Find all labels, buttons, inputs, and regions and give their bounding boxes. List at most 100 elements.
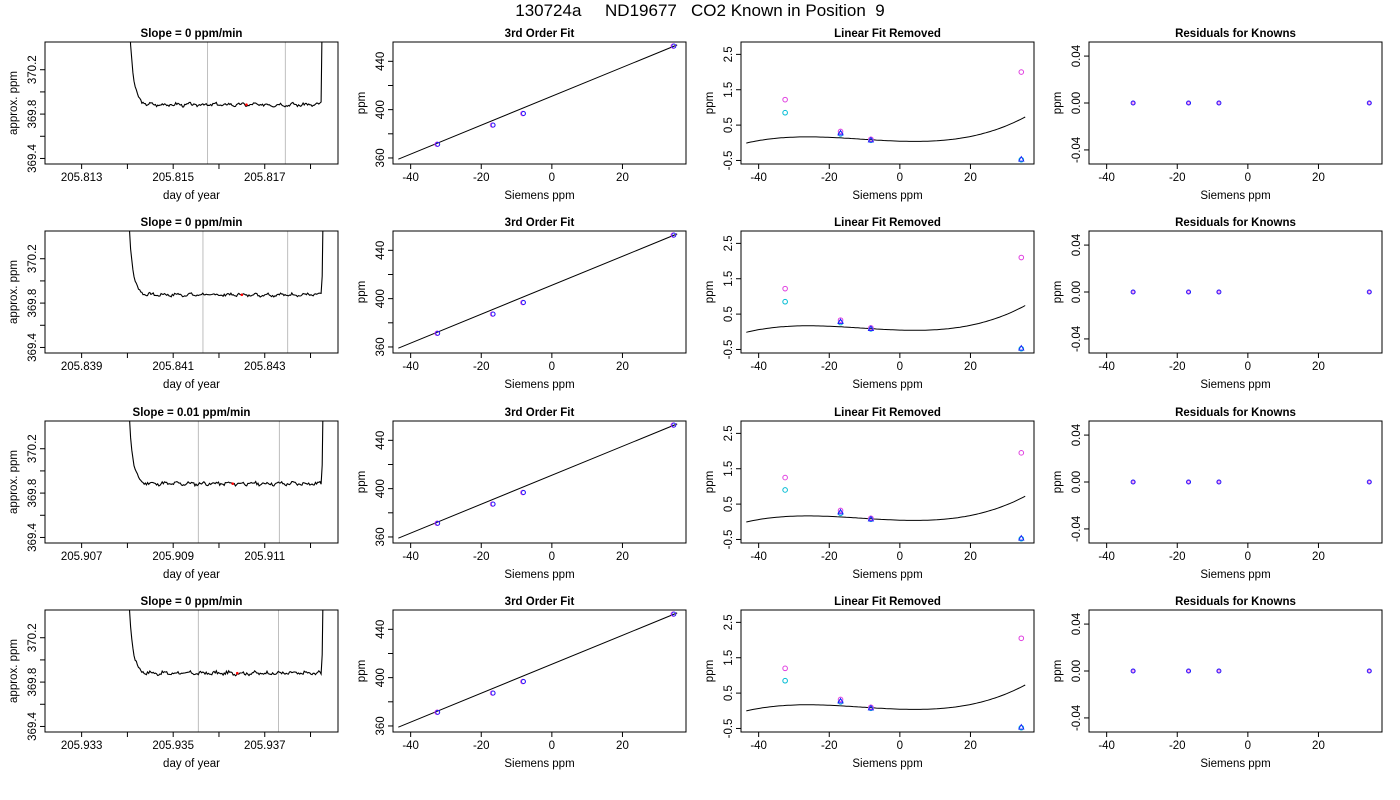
fit-point <box>435 330 441 336</box>
residual-point <box>1186 668 1192 674</box>
panel-residuals-3: Residuals for Knowns -40 -20 0 20 -0.04 0.00 0.… <box>1052 407 1383 581</box>
x-tick-label: 0 <box>897 172 903 184</box>
residual-point-inner <box>1131 480 1135 484</box>
fit-point <box>435 709 441 715</box>
x-axis-label: Siemens ppm <box>1200 758 1270 770</box>
residual-point-inner <box>1187 101 1191 105</box>
x-tick-label: -40 <box>1098 172 1115 184</box>
x-tick-label: -40 <box>402 740 419 752</box>
x-tick-label: -20 <box>1169 740 1186 752</box>
magenta-point <box>837 128 844 135</box>
y-axis-label: approx. ppm <box>8 639 20 703</box>
panel-trace-4: Slope = 0 ppm/min 205.933 205.935 205.937 36… <box>8 596 339 770</box>
fit-point <box>521 490 526 495</box>
blue-triangle-point <box>837 508 844 515</box>
y-tick-label: 0.00 <box>1071 92 1083 114</box>
fit-line <box>398 612 678 728</box>
fit-point <box>435 141 441 147</box>
residual-point <box>1366 100 1372 106</box>
y-tick-label: -0.04 <box>1071 515 1083 542</box>
x-axis-label: Siemens ppm <box>1200 569 1270 581</box>
y-axis-label: ppm <box>356 281 368 303</box>
blue-triangle-point <box>1018 155 1025 162</box>
residual-point <box>1366 479 1372 485</box>
plot-frame <box>1088 41 1383 165</box>
panel-title: 3rd Order Fit <box>505 596 575 608</box>
y-tick-label: 2.5 <box>723 425 735 441</box>
y-tick-label: -0.5 <box>723 340 735 360</box>
fit-point <box>490 311 496 317</box>
y-axis-label: ppm <box>704 660 716 682</box>
y-axis-label: ppm <box>1052 281 1064 303</box>
x-tick-label: -20 <box>473 740 490 752</box>
residual-point <box>1366 668 1372 674</box>
residual-point-inner <box>1187 480 1191 484</box>
residual-point-inner <box>1217 480 1221 484</box>
x-tick-label: -40 <box>750 551 767 563</box>
x-tick-label: 20 <box>616 551 629 563</box>
y-tick-label: 360 <box>375 716 387 735</box>
x-tick-label: 205.839 <box>61 361 103 373</box>
y-tick-label: 370.2 <box>27 623 39 652</box>
x-tick-label: 20 <box>964 551 977 563</box>
x-tick-label: 0 <box>897 740 903 752</box>
y-tick-label: 0.04 <box>1071 423 1083 446</box>
magenta-point <box>837 317 844 323</box>
x-tick-label: 20 <box>1312 172 1325 184</box>
x-tick-label: -20 <box>821 740 838 752</box>
x-tick-label: 20 <box>616 172 629 184</box>
y-tick-label: -0.04 <box>1071 136 1083 163</box>
panel-data <box>1130 289 1372 295</box>
x-axis-label: Siemens ppm <box>852 379 922 391</box>
plot-frame <box>1088 230 1383 354</box>
y-axis-label: ppm <box>704 471 716 493</box>
fit-line <box>398 423 678 539</box>
fit-point <box>521 679 526 684</box>
cyan-point <box>782 298 788 305</box>
x-tick-label: 0 <box>897 551 903 563</box>
magenta-point <box>1018 635 1025 642</box>
residual-point <box>1216 100 1222 106</box>
ppm-trace-line <box>128 231 324 298</box>
cubic-fit-curve <box>746 495 1026 523</box>
fit-point <box>435 520 441 526</box>
plot-frame <box>44 609 339 733</box>
y-axis-label: approx. ppm <box>8 450 20 514</box>
x-tick-label: 20 <box>1312 361 1325 373</box>
blue-triangle-point <box>867 515 875 522</box>
x-tick-label: 20 <box>1312 551 1325 563</box>
y-axis-label: ppm <box>1052 660 1064 682</box>
y-tick-label: 0.04 <box>1071 233 1083 256</box>
residual-point-inner <box>1367 101 1371 105</box>
residual-point <box>1216 479 1222 485</box>
fit-point <box>671 611 677 617</box>
x-tick-label: 205.841 <box>152 361 194 373</box>
panel-title: 3rd Order Fit <box>505 407 575 419</box>
x-tick-label: 0 <box>897 361 903 373</box>
panel-fit-1: 3rd Order Fit -40 -20 0 20 360 400 440 Siemens p… <box>356 28 687 202</box>
y-tick-label: 2.5 <box>723 235 735 251</box>
plot-frame <box>44 420 339 544</box>
x-tick-label: -40 <box>402 361 419 373</box>
plot-frame <box>1088 609 1383 733</box>
residual-point <box>1186 100 1192 106</box>
magenta-point <box>782 96 788 103</box>
cyan-point <box>782 487 788 493</box>
x-tick-label: 0 <box>549 361 555 373</box>
plot-frame <box>740 609 1035 733</box>
panel-data <box>1130 479 1372 485</box>
residual-point-inner <box>1131 669 1135 673</box>
y-tick-label: 369.8 <box>27 479 39 508</box>
y-axis-label: approx. ppm <box>8 260 20 324</box>
residual-point <box>1130 479 1136 485</box>
y-tick-label: 0.04 <box>1071 612 1083 635</box>
y-axis-label: ppm <box>1052 92 1064 114</box>
plot-frame <box>44 41 339 165</box>
panel-residuals-4: Residuals for Knowns -40 -20 0 20 -0.04 0.00 0.… <box>1052 596 1383 770</box>
y-tick-label: 2.5 <box>723 614 735 630</box>
x-tick-label: 0 <box>1245 361 1251 373</box>
x-axis-label: Siemens ppm <box>504 190 574 202</box>
y-tick-label: 0.04 <box>1071 44 1083 67</box>
x-tick-label: -20 <box>1169 172 1186 184</box>
